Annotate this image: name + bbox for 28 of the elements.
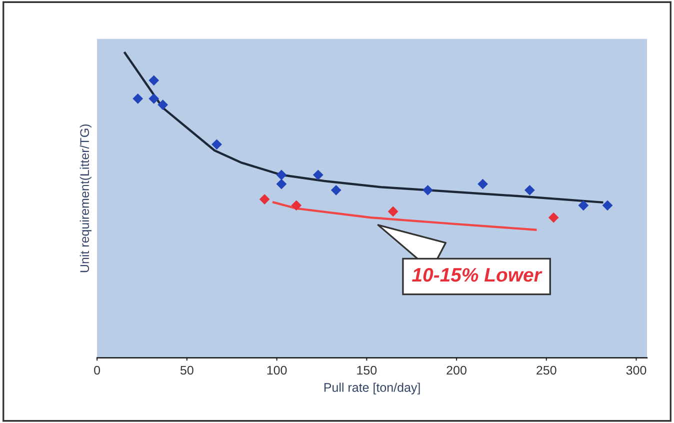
- x-tick-label: 100: [267, 366, 287, 375]
- x-tick-label: 200: [446, 366, 466, 375]
- point: [388, 206, 398, 217]
- point: [578, 200, 589, 211]
- point: [276, 178, 287, 190]
- point: [276, 170, 287, 180]
- point: [422, 184, 433, 196]
- point: [158, 100, 168, 110]
- point: [524, 184, 535, 196]
- x-tick-label: 0: [94, 366, 100, 375]
- point: [148, 75, 160, 86]
- point: [330, 184, 342, 196]
- point: [148, 93, 160, 104]
- point: [478, 178, 488, 190]
- x-tick-label: 150: [357, 366, 377, 375]
- x-tick-label: 250: [536, 366, 556, 375]
- point: [291, 200, 302, 211]
- point: [312, 170, 324, 180]
- point: [212, 139, 222, 150]
- point: [602, 200, 613, 211]
- point: [259, 194, 270, 204]
- point: [548, 212, 559, 223]
- annotation: 10-15% Lower: [412, 268, 542, 282]
- point: [132, 93, 144, 104]
- y-axis-title: Unit requirement(Litter/TG): [80, 124, 92, 272]
- x-axis-title: Pull rate [ton/day]: [324, 382, 420, 394]
- x-tick-label: 50: [180, 366, 194, 375]
- x-tick-label: 300: [626, 366, 646, 375]
